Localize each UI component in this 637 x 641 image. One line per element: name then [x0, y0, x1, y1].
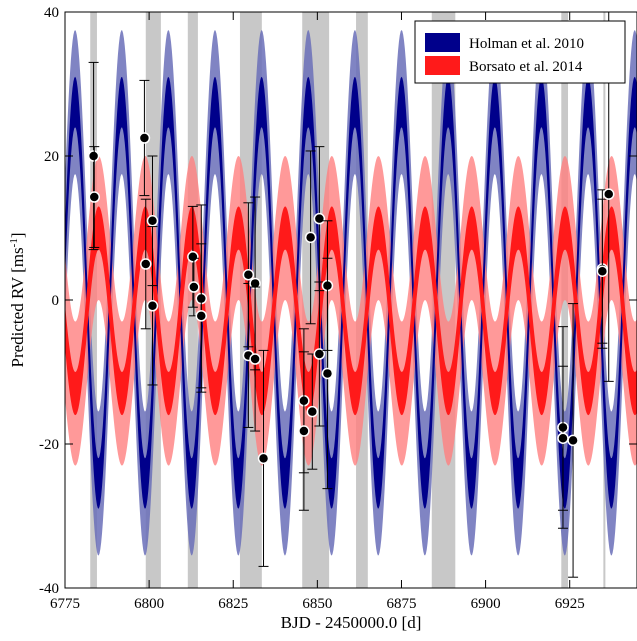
data-point [88, 191, 101, 203]
observation-1 [88, 146, 101, 248]
x-tick-label: 6800 [134, 596, 164, 612]
data-point [242, 269, 255, 281]
observation-24 [557, 365, 569, 511]
legend-swatch-holman [425, 33, 460, 52]
data-point [249, 353, 261, 365]
data-point [298, 425, 310, 437]
data-point [187, 251, 199, 263]
y-tick-label: 40 [44, 5, 59, 21]
x-tick-label: 6825 [218, 596, 248, 612]
data-point [304, 231, 317, 244]
observation-19 [313, 146, 326, 292]
legend-swatch-borsato [425, 56, 460, 75]
band-inner-1 [65, 206, 637, 416]
data-point [87, 150, 100, 162]
legend-label-borsato: Borsato et al. 2014 [469, 59, 583, 75]
data-point [596, 265, 609, 277]
legend-label-holman: Holman et al. 2010 [469, 36, 584, 52]
observation-7 [188, 257, 200, 317]
observation-0 [87, 61, 100, 251]
data-point [188, 281, 200, 293]
axis-ticks: 6775 6800 6825 6850 6875 6900 6925 -40 -20 0 20 40 [39, 5, 637, 612]
observation-16 [298, 351, 310, 511]
observation-22 [321, 257, 334, 490]
data-point [567, 434, 579, 447]
data-point [321, 367, 334, 380]
data-point [146, 300, 159, 312]
observation-3 [140, 198, 152, 330]
data-point [146, 215, 159, 227]
observation-20 [313, 281, 326, 427]
y-tick-label: 20 [44, 149, 59, 165]
x-tick-label: 6925 [555, 596, 585, 612]
observations [87, 12, 615, 578]
data-point [257, 452, 270, 465]
band-inner-0 [65, 76, 637, 509]
data-point [195, 310, 208, 322]
observation-13 [249, 286, 261, 432]
observation-2 [138, 79, 151, 197]
observation-17 [304, 150, 317, 325]
observation-27 [596, 198, 609, 344]
observation-25 [567, 303, 579, 578]
data-point [313, 348, 326, 360]
plot-area [65, 12, 637, 588]
data-point [140, 258, 152, 270]
data-point [602, 188, 615, 200]
observation-6 [187, 205, 199, 308]
legend: Holman et al. 2010 Borsato et al. 2014 [414, 20, 626, 84]
data-point [313, 212, 326, 225]
x-tick-label: 6850 [302, 596, 332, 612]
model-bands [65, 30, 637, 556]
y-tick-label: -40 [39, 581, 59, 597]
observation-14 [257, 349, 270, 567]
observation-18 [306, 353, 319, 470]
y-tick-label: -20 [39, 437, 59, 453]
data-point [138, 132, 151, 144]
x-axis-title: BJD - 2450000.0 [d] [281, 613, 422, 632]
y-tick-label: 0 [52, 293, 60, 309]
x-tick-label: 6900 [471, 596, 501, 612]
x-tick-label: 6775 [50, 596, 80, 612]
observation-9 [195, 243, 208, 389]
x-tick-label: 6875 [386, 596, 416, 612]
observation-5 [146, 226, 159, 386]
y-axis-title: Predicted RV [ms-1] [8, 233, 27, 368]
data-point [306, 405, 319, 418]
data-point [557, 432, 569, 444]
